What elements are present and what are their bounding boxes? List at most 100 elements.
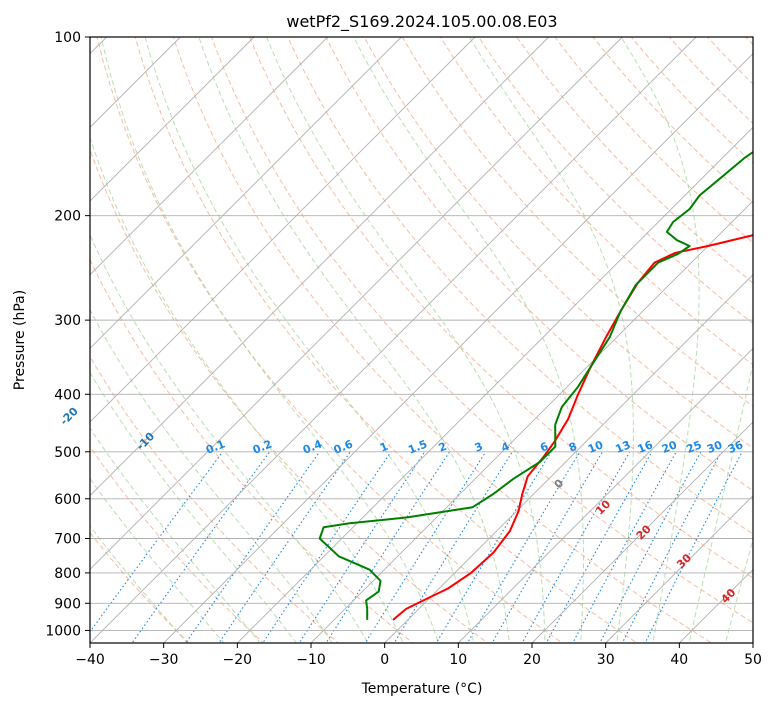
x-tick-label: −40 [75, 652, 105, 668]
moist-adiabat [725, 537, 753, 643]
x-axis-label: Temperature (°C) [361, 681, 483, 697]
moist-adiabat-label: 30 [674, 551, 694, 571]
dry-adiabat [90, 355, 340, 643]
x-tick-label: −10 [296, 652, 326, 668]
dry-adiabat [745, 37, 753, 46]
mixing-ratio-label: 13 [613, 438, 632, 456]
moist-adiabat [620, 37, 700, 643]
mixing-ratio-label: 8 [567, 440, 579, 455]
moist-adiabat [90, 308, 333, 643]
line-labels: -100-90-80-70-60-50-40-30-20-100.10.20.4… [0, 367, 745, 606]
isotherm [531, 421, 753, 643]
isotherm [237, 126, 753, 643]
dry-adiabat [478, 37, 753, 325]
mixing-ratio-label: 6 [538, 440, 550, 455]
mixing-ratio-label: 0.4 [301, 437, 324, 456]
x-axis-ticks: −40 −30 −20 −10 0 10 20 30 40 50 [75, 643, 762, 668]
y-tick-label: 900 [54, 596, 81, 612]
mixing-ratio-line [90, 451, 224, 633]
mixing-ratio-line [491, 451, 603, 643]
dry-adiabat-label: -30 [0, 367, 2, 390]
mixing-ratio-label: 30 [705, 438, 724, 456]
mixing-ratio-label: 0.6 [332, 437, 355, 456]
y-tick-label: 500 [54, 445, 81, 461]
dry-adiabat [516, 37, 753, 284]
y-tick-label: 100 [54, 30, 81, 46]
isotherm [90, 37, 549, 497]
isotherm [458, 347, 753, 643]
mixing-ratio-label: 0.2 [251, 437, 274, 456]
mixing-ratio-label: 25 [685, 438, 704, 456]
mixing-ratio-line [298, 451, 426, 643]
moist-adiabat [90, 525, 188, 643]
y-tick-label: 300 [54, 313, 81, 329]
dry-adiabat [249, 37, 753, 579]
moist-adiabat [468, 37, 634, 643]
isotherm [163, 53, 753, 643]
isotherm [90, 37, 476, 423]
dry-adiabat [706, 37, 753, 85]
moist-adiabat-label: 10 [593, 497, 613, 517]
dry-adiabat [630, 37, 753, 164]
dry-adiabat [592, 37, 753, 204]
y-tick-label: 400 [54, 387, 81, 403]
dry-adiabat [90, 445, 265, 643]
mixing-ratio-label: 16 [636, 438, 655, 456]
mixing-ratio-label: 10 [586, 438, 605, 456]
mixing-ratio-label: 1.5 [406, 437, 429, 456]
moist-adiabat [90, 136, 404, 643]
moist-adiabat [100, 37, 440, 643]
dry-adiabat [90, 258, 414, 643]
y-tick-label: 700 [54, 532, 81, 548]
x-tick-label: 40 [670, 652, 688, 668]
x-tick-label: 10 [449, 652, 467, 668]
y-axis-ticks: 100 200 300 400 500 600 700 800 900 1000 [45, 30, 90, 639]
dry-adiabat [363, 37, 753, 449]
moist-adiabat-label: 20 [634, 522, 654, 542]
mixing-ratio-line [262, 451, 392, 643]
mixing-ratio-label: 3 [473, 440, 485, 455]
mixing-ratio-line [644, 451, 743, 643]
y-tick-label: 200 [54, 209, 81, 225]
dry-adiabat [758, 10, 775, 655]
x-tick-label: 20 [523, 652, 541, 668]
x-tick-label: 0 [380, 652, 389, 668]
isotherm [90, 37, 623, 570]
moist-adiabat-label: 0 [552, 476, 567, 491]
isotherm [310, 200, 753, 643]
moist-adiabat [90, 233, 369, 643]
x-tick-label: 30 [597, 652, 615, 668]
profile-lines [318, 150, 753, 621]
chart-title: wetPf2_S169.2024.105.00.08.E03 [286, 12, 557, 32]
mixing-ratio-line [185, 451, 321, 643]
moist-adiabat [688, 360, 753, 643]
isotherm [90, 37, 402, 349]
y-tick-label: 800 [54, 566, 81, 582]
dry-adiabat [90, 148, 489, 643]
mixing-ratio-label: 0.1 [204, 437, 227, 456]
dry-adiabat [90, 531, 190, 643]
moist-adiabat [90, 371, 297, 643]
dewpoint-line [318, 150, 753, 620]
moist-adiabat [266, 37, 546, 643]
y-tick-label: 1000 [45, 623, 81, 639]
isotherm [384, 274, 753, 643]
isotherm [90, 37, 328, 276]
mixing-ratio-label: 36 [726, 438, 745, 456]
y-axis-label: Pressure (hPa) [12, 290, 28, 390]
dry-adiabat [172, 37, 713, 643]
isotherm [90, 37, 255, 202]
isotherm [679, 568, 753, 643]
dry-adiabat [210, 37, 753, 624]
background-lines [90, 10, 775, 655]
mixing-ratio-line [131, 451, 271, 643]
dry-adiabat-label: -20 [58, 404, 81, 427]
dry-adiabat [96, 37, 564, 643]
mixing-ratio-label: 1 [378, 440, 390, 455]
x-tick-label: −30 [149, 652, 179, 668]
y-tick-label: 600 [54, 492, 81, 508]
x-tick-label: 50 [744, 652, 762, 668]
mixing-ratio-line [325, 451, 451, 643]
mixing-ratio-label: 2 [437, 440, 449, 455]
